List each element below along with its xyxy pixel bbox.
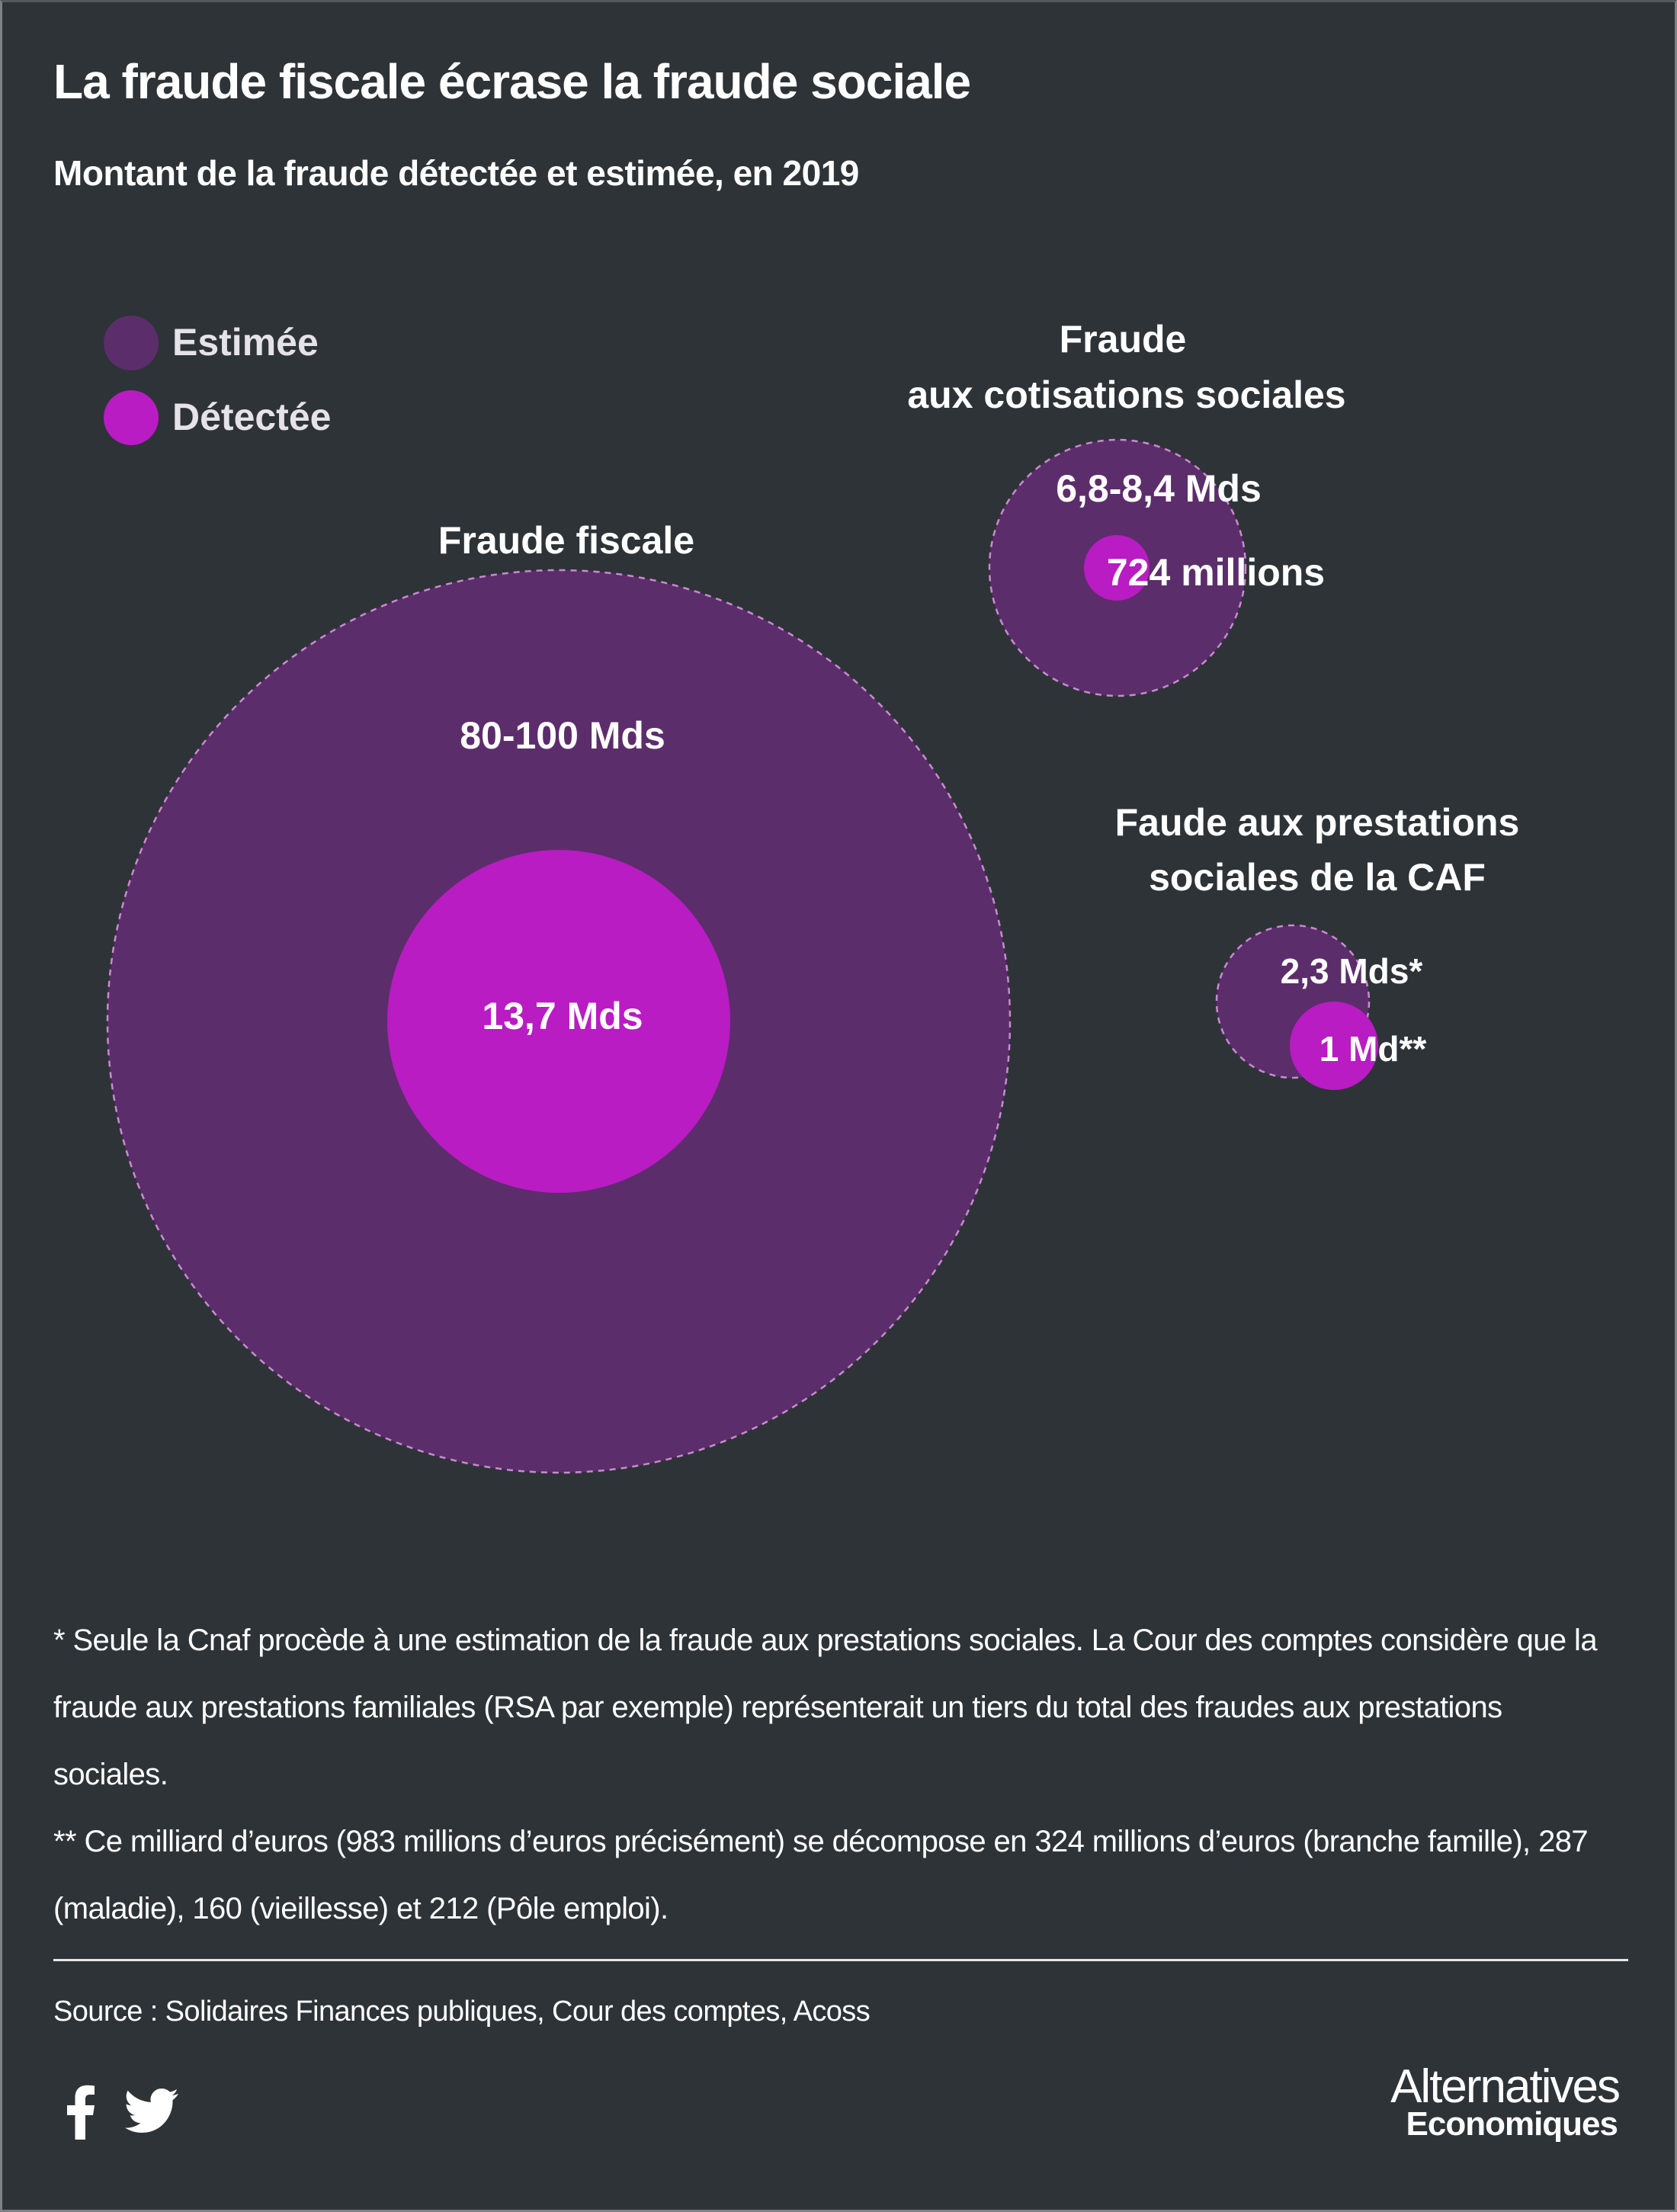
facebook-icon[interactable] <box>66 2085 119 2146</box>
brand-logo-line1: Alternatives <box>1390 2060 1621 2113</box>
value-label-detected-cotisations: 724 millions <box>1107 551 1325 594</box>
bubble-detected-fiscale <box>387 850 730 1193</box>
value-label-detected-fiscale: 13,7 Mds <box>482 995 643 1037</box>
divider <box>53 1959 1628 1961</box>
bubble-chart: Fraude fiscale Fraude aux cotisations so… <box>104 316 1520 1474</box>
group-title-caf-line2: sociales de la CAF <box>1149 856 1486 899</box>
legend-swatch-estimated <box>104 316 159 370</box>
value-label-estimated-fiscale: 80-100 Mds <box>460 714 665 757</box>
legend-label-estimated: Estimée <box>172 321 319 364</box>
group-title-caf-line1: Faude aux prestations <box>1115 801 1520 844</box>
legend-label-detected: Détectée <box>172 396 332 438</box>
bubble-detected-cotisations <box>1084 535 1150 601</box>
value-label-detected-caf: 1 Md** <box>1319 1029 1427 1069</box>
value-label-estimated-cotisations: 6,8-8,4 Mds <box>1056 467 1262 510</box>
twitter-icon[interactable] <box>125 2089 178 2149</box>
legend-swatch-detected <box>104 390 159 445</box>
group-title-cotisations-line1: Fraude <box>1060 318 1187 361</box>
brand-logo-line2: Economiques <box>1406 2105 1618 2143</box>
group-title-fiscale: Fraude fiscale <box>438 519 694 562</box>
value-label-estimated-caf: 2,3 Mds* <box>1281 951 1423 991</box>
page-subtitle: Montant de la fraude détectée et estimée… <box>53 153 859 193</box>
group-title-cotisations-line2: aux cotisations sociales <box>907 373 1345 416</box>
page-title: La fraude fiscale écrase la fraude socia… <box>53 54 971 109</box>
footnote-2: ** Ce milliard d’euros (983 millions d’e… <box>53 1825 1589 1925</box>
bubble-detected-caf <box>1290 1002 1378 1090</box>
footnote-1: * Seule la Cnaf procède à une estimation… <box>53 1624 1598 1791</box>
source-line: Source : Solidaires Finances publiques, … <box>53 1996 871 2028</box>
